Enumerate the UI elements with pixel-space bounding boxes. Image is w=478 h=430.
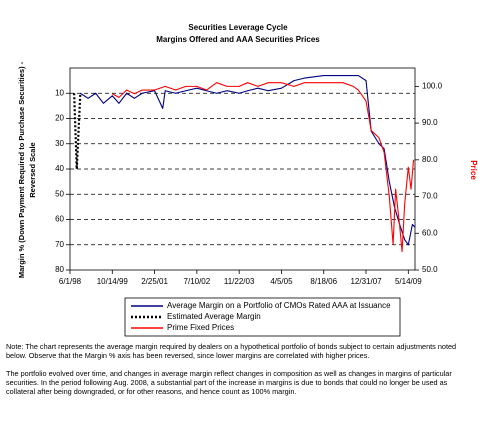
y-tick-label: 80 xyxy=(55,265,64,274)
y2-tick-label: 100.0 xyxy=(422,81,443,90)
x-tick-label: 10/14/99 xyxy=(97,277,129,286)
y2-tick-label: 60.0 xyxy=(422,228,438,237)
y-tick-label: 10 xyxy=(55,88,64,97)
y2-tick-label: 50.0 xyxy=(422,265,438,274)
y-tick-label: 60 xyxy=(55,215,64,224)
y2-axis-label: Price xyxy=(469,160,478,180)
y2-tick-label: 90.0 xyxy=(422,118,438,127)
x-tick-label: 6/1/98 xyxy=(59,277,82,286)
chart: Securities Leverage Cycle Margins Offere… xyxy=(17,23,478,337)
x-tick-label: 2/25/01 xyxy=(141,277,168,286)
series-line xyxy=(80,75,416,246)
legend-label: Average Margin on a Portfolio of CMOs Ra… xyxy=(167,301,391,310)
note: Note: The chart represents the average m… xyxy=(6,342,457,360)
x-tick-label: 7/10/02 xyxy=(184,277,211,286)
x-tick-label: 8/18/06 xyxy=(310,277,337,286)
y-tick-label: 30 xyxy=(55,139,64,148)
chart-title: Securities Leverage Cycle xyxy=(188,23,288,32)
note: The portfolio evolved over time, and cha… xyxy=(6,369,452,396)
y-axis-label: Reversed Scale xyxy=(28,142,37,197)
legend-label: Prime Fixed Prices xyxy=(167,323,234,332)
legend-label: Estimated Average Margin xyxy=(167,312,261,321)
series-line xyxy=(112,82,415,253)
x-tick-label: 4/5/05 xyxy=(270,277,293,286)
y2-tick-label: 70.0 xyxy=(422,192,438,201)
y-axis-label: Margin % (Down Payment Required to Purch… xyxy=(17,61,26,278)
y-tick-label: 50 xyxy=(55,189,64,198)
legend-box xyxy=(124,297,401,337)
y-tick-label: 70 xyxy=(55,240,64,249)
chart-subtitle: Margins Offered and AAA Securities Price… xyxy=(156,35,320,44)
notes: Note: The chart represents the average m… xyxy=(6,342,470,405)
plot-frame xyxy=(69,67,416,271)
x-tick-label: 5/14/09 xyxy=(395,277,422,286)
y-tick-label: 20 xyxy=(55,114,64,123)
x-tick-label: 12/31/07 xyxy=(350,277,382,286)
y-tick-label: 40 xyxy=(55,164,64,173)
x-tick-label: 11/22/03 xyxy=(224,277,255,286)
y2-tick-label: 80.0 xyxy=(422,155,438,164)
series-line xyxy=(73,93,82,171)
